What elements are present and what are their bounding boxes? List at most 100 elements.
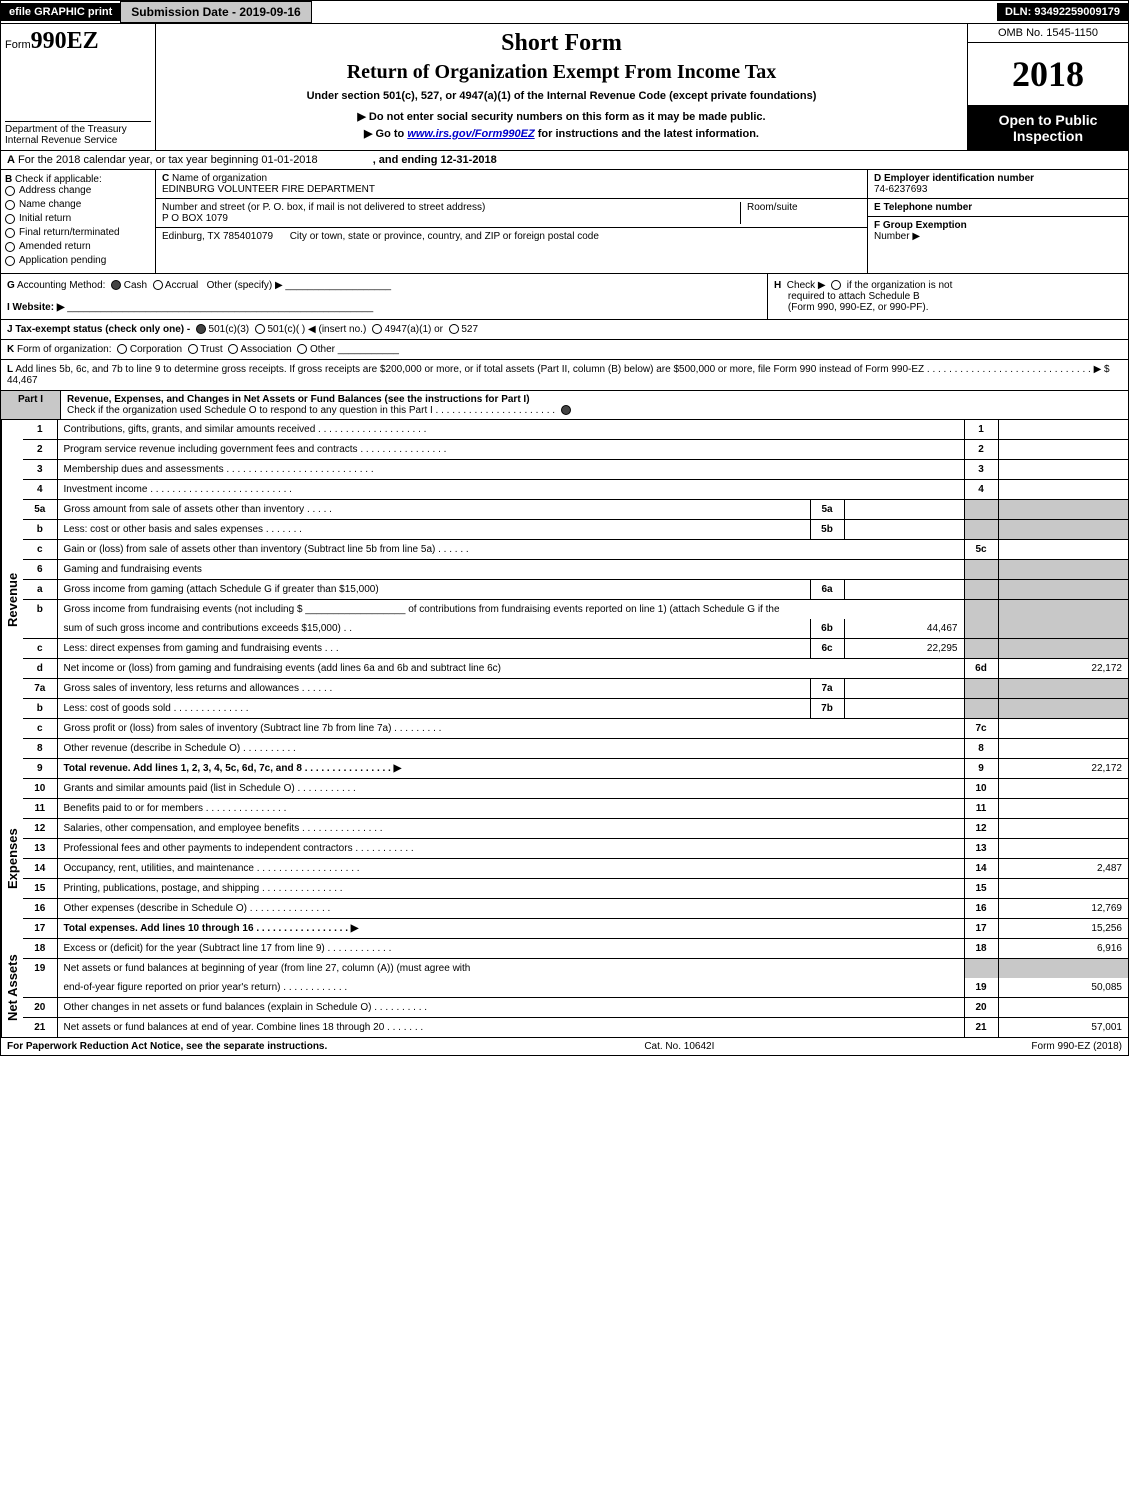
line-6a-rblock — [964, 580, 998, 600]
line-17-desc: Total expenses. Add lines 10 through 16 … — [57, 919, 964, 939]
line-11: 11 Benefits paid to or for members . . .… — [23, 799, 1128, 819]
col-defg: D Employer identification number 74-6237… — [868, 170, 1128, 273]
checkbox-part1-icon[interactable] — [561, 405, 571, 415]
j-text: Tax-exempt status (check only one) - — [15, 324, 190, 335]
line-2: 2 Program service revenue including gove… — [23, 440, 1128, 460]
line-14-rval: 2,487 — [998, 859, 1128, 879]
go-to-prefix: ▶ Go to — [364, 128, 407, 140]
checkbox-name-change-icon[interactable] — [5, 200, 15, 210]
checkbox-h-icon[interactable] — [831, 280, 841, 290]
department-block: Department of the Treasury Internal Reve… — [5, 121, 151, 146]
line-8-num: 8 — [23, 739, 57, 759]
line-12-desc: Salaries, other compensation, and employ… — [57, 819, 964, 839]
line-19-2: end-of-year figure reported on prior yea… — [23, 978, 1128, 998]
part1-header-row: Part I Revenue, Expenses, and Changes in… — [0, 391, 1129, 420]
checkbox-4947-icon[interactable] — [372, 324, 382, 334]
line-6b-mval: 44,467 — [844, 619, 964, 639]
line-6a-mval — [844, 580, 964, 600]
line-5a-num: 5a — [23, 500, 57, 520]
k-other: Other — [310, 344, 335, 355]
irs-link[interactable]: www.irs.gov/Form990EZ — [407, 128, 534, 140]
go-to-suffix: for instructions and the latest informat… — [535, 128, 759, 140]
line-4: 4 Investment income . . . . . . . . . . … — [23, 480, 1128, 500]
line-9-rnum: 9 — [964, 759, 998, 779]
row-l: L Add lines 5b, 6c, and 7b to line 9 to … — [0, 360, 1129, 391]
line-5c-num: c — [23, 540, 57, 560]
room-suite-label: Room/suite — [747, 202, 798, 213]
checkbox-amended-return-icon[interactable] — [5, 242, 15, 252]
top-bar-left: efile GRAPHIC print Submission Date - 20… — [1, 1, 312, 23]
line-18-rnum: 18 — [964, 939, 998, 959]
checkbox-corp-icon[interactable] — [117, 344, 127, 354]
line-6b2-num — [23, 619, 57, 639]
checkbox-final-return-icon[interactable] — [5, 228, 15, 238]
line-1: 1 Contributions, gifts, grants, and simi… — [23, 420, 1128, 440]
checkbox-initial-return-icon[interactable] — [5, 214, 15, 224]
revenue-table: 1 Contributions, gifts, grants, and simi… — [23, 420, 1128, 779]
line-6b-2: sum of such gross income and contributio… — [23, 619, 1128, 639]
checkbox-501c-icon[interactable] — [255, 324, 265, 334]
line-10-rval — [998, 779, 1128, 799]
line-8-rval — [998, 739, 1128, 759]
checkbox-k-other-icon[interactable] — [297, 344, 307, 354]
efile-print-button[interactable]: efile GRAPHIC print — [1, 3, 120, 21]
f-label: F Group Exemption — [874, 220, 967, 231]
line-6c: c Less: direct expenses from gaming and … — [23, 639, 1128, 659]
checkbox-application-pending-icon[interactable] — [5, 256, 15, 266]
line-5b-mval — [844, 520, 964, 540]
netassets-section: Net Assets 18 Excess or (deficit) for th… — [0, 939, 1129, 1038]
checkbox-cash-icon[interactable] — [111, 280, 121, 290]
line-7a-desc: Gross sales of inventory, less returns a… — [57, 679, 810, 699]
g-text: Accounting Method: — [17, 280, 105, 291]
line-19-num: 19 — [23, 959, 57, 979]
expenses-section: Expenses 10 Grants and similar amounts p… — [0, 779, 1129, 939]
line-19-1: 19 Net assets or fund balances at beginn… — [23, 959, 1128, 979]
org-name-box: C Name of organization EDINBURG VOLUNTEE… — [156, 170, 867, 199]
checkbox-501c3-icon[interactable] — [196, 324, 206, 334]
line-2-rval — [998, 440, 1128, 460]
line-6b2-rblock — [964, 619, 998, 639]
tax-year: 2018 — [968, 43, 1128, 106]
line-11-desc: Benefits paid to or for members . . . . … — [57, 799, 964, 819]
part1-title-cell: Revenue, Expenses, and Changes in Net As… — [61, 391, 1128, 419]
line-18-desc: Excess or (deficit) for the year (Subtra… — [57, 939, 964, 959]
line-20-num: 20 — [23, 998, 57, 1018]
open-to-public: Open to Public Inspection — [968, 106, 1128, 150]
checkbox-assoc-icon[interactable] — [228, 344, 238, 354]
line-3-rval — [998, 460, 1128, 480]
g-cash: Cash — [124, 280, 147, 291]
checkbox-address-change-icon[interactable] — [5, 186, 15, 196]
line-7a-mnum: 7a — [810, 679, 844, 699]
line-7b-mval — [844, 699, 964, 719]
city-box: Edinburg, TX 785401079 City or town, sta… — [156, 228, 867, 245]
l-label: L — [7, 364, 13, 375]
line-6b-desc1: Gross income from fundraising events (no… — [57, 600, 964, 620]
part1-label: Part I — [1, 391, 61, 419]
j-opt3: 4947(a)(1) or — [385, 324, 443, 335]
line-5a-rblock — [964, 500, 998, 520]
line-5a-desc: Gross amount from sale of assets other t… — [57, 500, 810, 520]
form-header: Form990EZ Department of the Treasury Int… — [0, 24, 1129, 151]
line-6-num: 6 — [23, 560, 57, 580]
line-19-desc2: end-of-year figure reported on prior yea… — [57, 978, 964, 998]
line-6b1-rblock2 — [998, 600, 1128, 620]
line-6b2-rblock2 — [998, 619, 1128, 639]
under-section: Under section 501(c), 527, or 4947(a)(1)… — [162, 90, 961, 102]
line-20: 20 Other changes in net assets or fund b… — [23, 998, 1128, 1018]
line-7b: b Less: cost of goods sold . . . . . . .… — [23, 699, 1128, 719]
h-text4: (Form 990, 990-EZ, or 990-PF). — [788, 302, 929, 313]
line-16-num: 16 — [23, 899, 57, 919]
line-16-rnum: 16 — [964, 899, 998, 919]
line-7b-desc: Less: cost of goods sold . . . . . . . .… — [57, 699, 810, 719]
line-6d-desc: Net income or (loss) from gaming and fun… — [57, 659, 964, 679]
checkbox-527-icon[interactable] — [449, 324, 459, 334]
col-c: C Name of organization EDINBURG VOLUNTEE… — [156, 170, 868, 273]
checkbox-accrual-icon[interactable] — [153, 280, 163, 290]
checkbox-trust-icon[interactable] — [188, 344, 198, 354]
line-19-rblock — [964, 959, 998, 979]
top-bar: efile GRAPHIC print Submission Date - 20… — [0, 0, 1129, 24]
line-17: 17 Total expenses. Add lines 10 through … — [23, 919, 1128, 939]
line-16-desc: Other expenses (describe in Schedule O) … — [57, 899, 964, 919]
line-21-desc: Net assets or fund balances at end of ye… — [57, 1018, 964, 1038]
col-h: H Check ▶ if the organization is not req… — [768, 274, 1128, 319]
